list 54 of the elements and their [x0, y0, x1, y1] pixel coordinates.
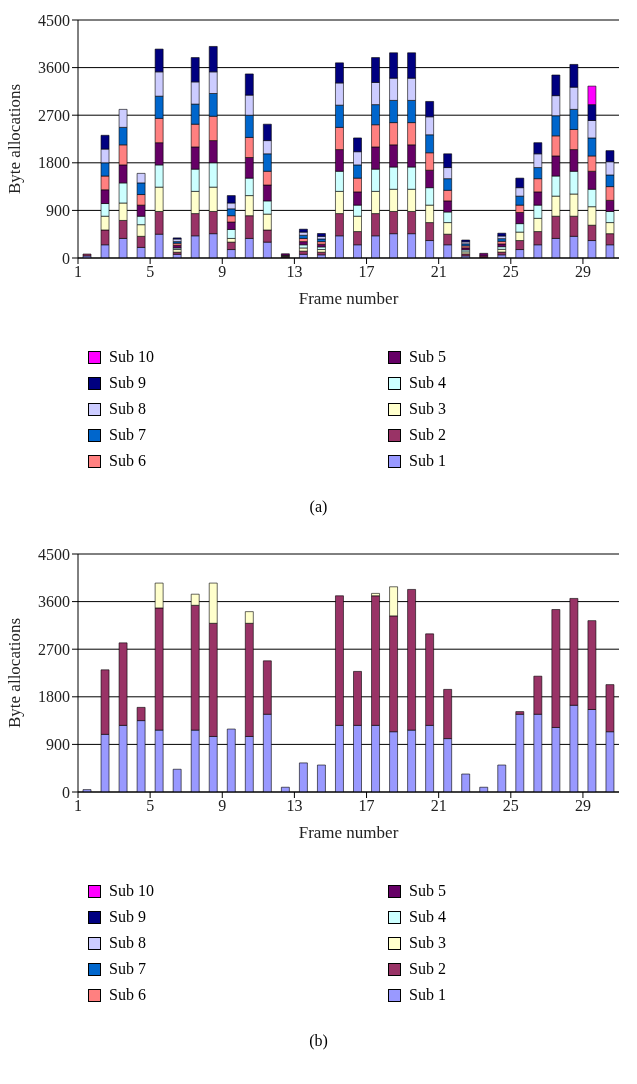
x-tick-label: 21 [430, 797, 447, 815]
legend-label: Sub 2 [409, 426, 446, 444]
x-tick-label: 1 [74, 263, 82, 281]
text: (a) [308, 498, 329, 516]
y-tick-label: 2700 [38, 106, 70, 124]
text: (b) [308, 1032, 329, 1050]
y-tick-label: 900 [46, 202, 70, 220]
legend-label: Sub 5 [409, 348, 446, 366]
legend-label: Sub 4 [409, 908, 446, 926]
legend-label: Sub 9 [109, 374, 146, 392]
y-tick-label: 4500 [38, 545, 70, 563]
x-tick-label: 21 [430, 263, 447, 281]
legend-label: Sub 4 [409, 374, 446, 392]
x-axis-title: Frame number [298, 823, 399, 842]
y-tick-label: 3600 [38, 593, 70, 611]
legend-label: Sub 2 [409, 960, 446, 978]
x-tick-label: 5 [146, 797, 155, 815]
x-tick-label: 29 [574, 263, 591, 281]
x-tick-label: 9 [218, 797, 227, 815]
y-tick-label: 1800 [38, 688, 70, 706]
legend-label: Sub 6 [109, 986, 146, 1004]
y-tick-label: 4500 [38, 11, 70, 29]
legend-label: Sub 10 [109, 882, 154, 900]
legend-label: Sub 1 [409, 452, 446, 470]
legend-label: Sub 8 [109, 400, 146, 418]
y-tick-label: 3600 [38, 59, 70, 77]
x-tick-label: 17 [358, 263, 375, 281]
legend-label: Sub 7 [109, 426, 146, 444]
legend-label: Sub 10 [109, 348, 154, 366]
x-tick-label: 29 [574, 797, 591, 815]
y-tick-label: 0 [62, 783, 70, 801]
legend-label: Sub 3 [409, 934, 446, 952]
y-tick-label: 900 [46, 736, 70, 754]
legend-label: Sub 3 [409, 400, 446, 418]
y-tick-label: 0 [62, 249, 70, 267]
legend-label: Sub 1 [409, 986, 446, 1004]
legend-label: Sub 6 [109, 452, 146, 470]
y-axis-title: Byte allocations [5, 83, 25, 195]
legend-label: Sub 5 [409, 882, 446, 900]
x-tick-label: 1 [74, 797, 82, 815]
y-axis-title: Byte allocations [5, 617, 25, 729]
y-tick-label: 2700 [38, 640, 70, 658]
x-axis-title: Frame number [298, 289, 399, 308]
legend-label: Sub 9 [109, 908, 146, 926]
legend-label: Sub 8 [109, 934, 146, 952]
legend-label: Sub 7 [109, 960, 146, 978]
x-tick-label: 25 [502, 797, 519, 815]
x-tick-label: 5 [146, 263, 155, 281]
x-tick-label: 13 [286, 263, 303, 281]
x-tick-label: 9 [218, 263, 227, 281]
x-tick-label: 13 [286, 797, 303, 815]
y-tick-label: 1800 [38, 154, 70, 172]
x-tick-label: 17 [358, 797, 375, 815]
x-tick-label: 25 [502, 263, 519, 281]
